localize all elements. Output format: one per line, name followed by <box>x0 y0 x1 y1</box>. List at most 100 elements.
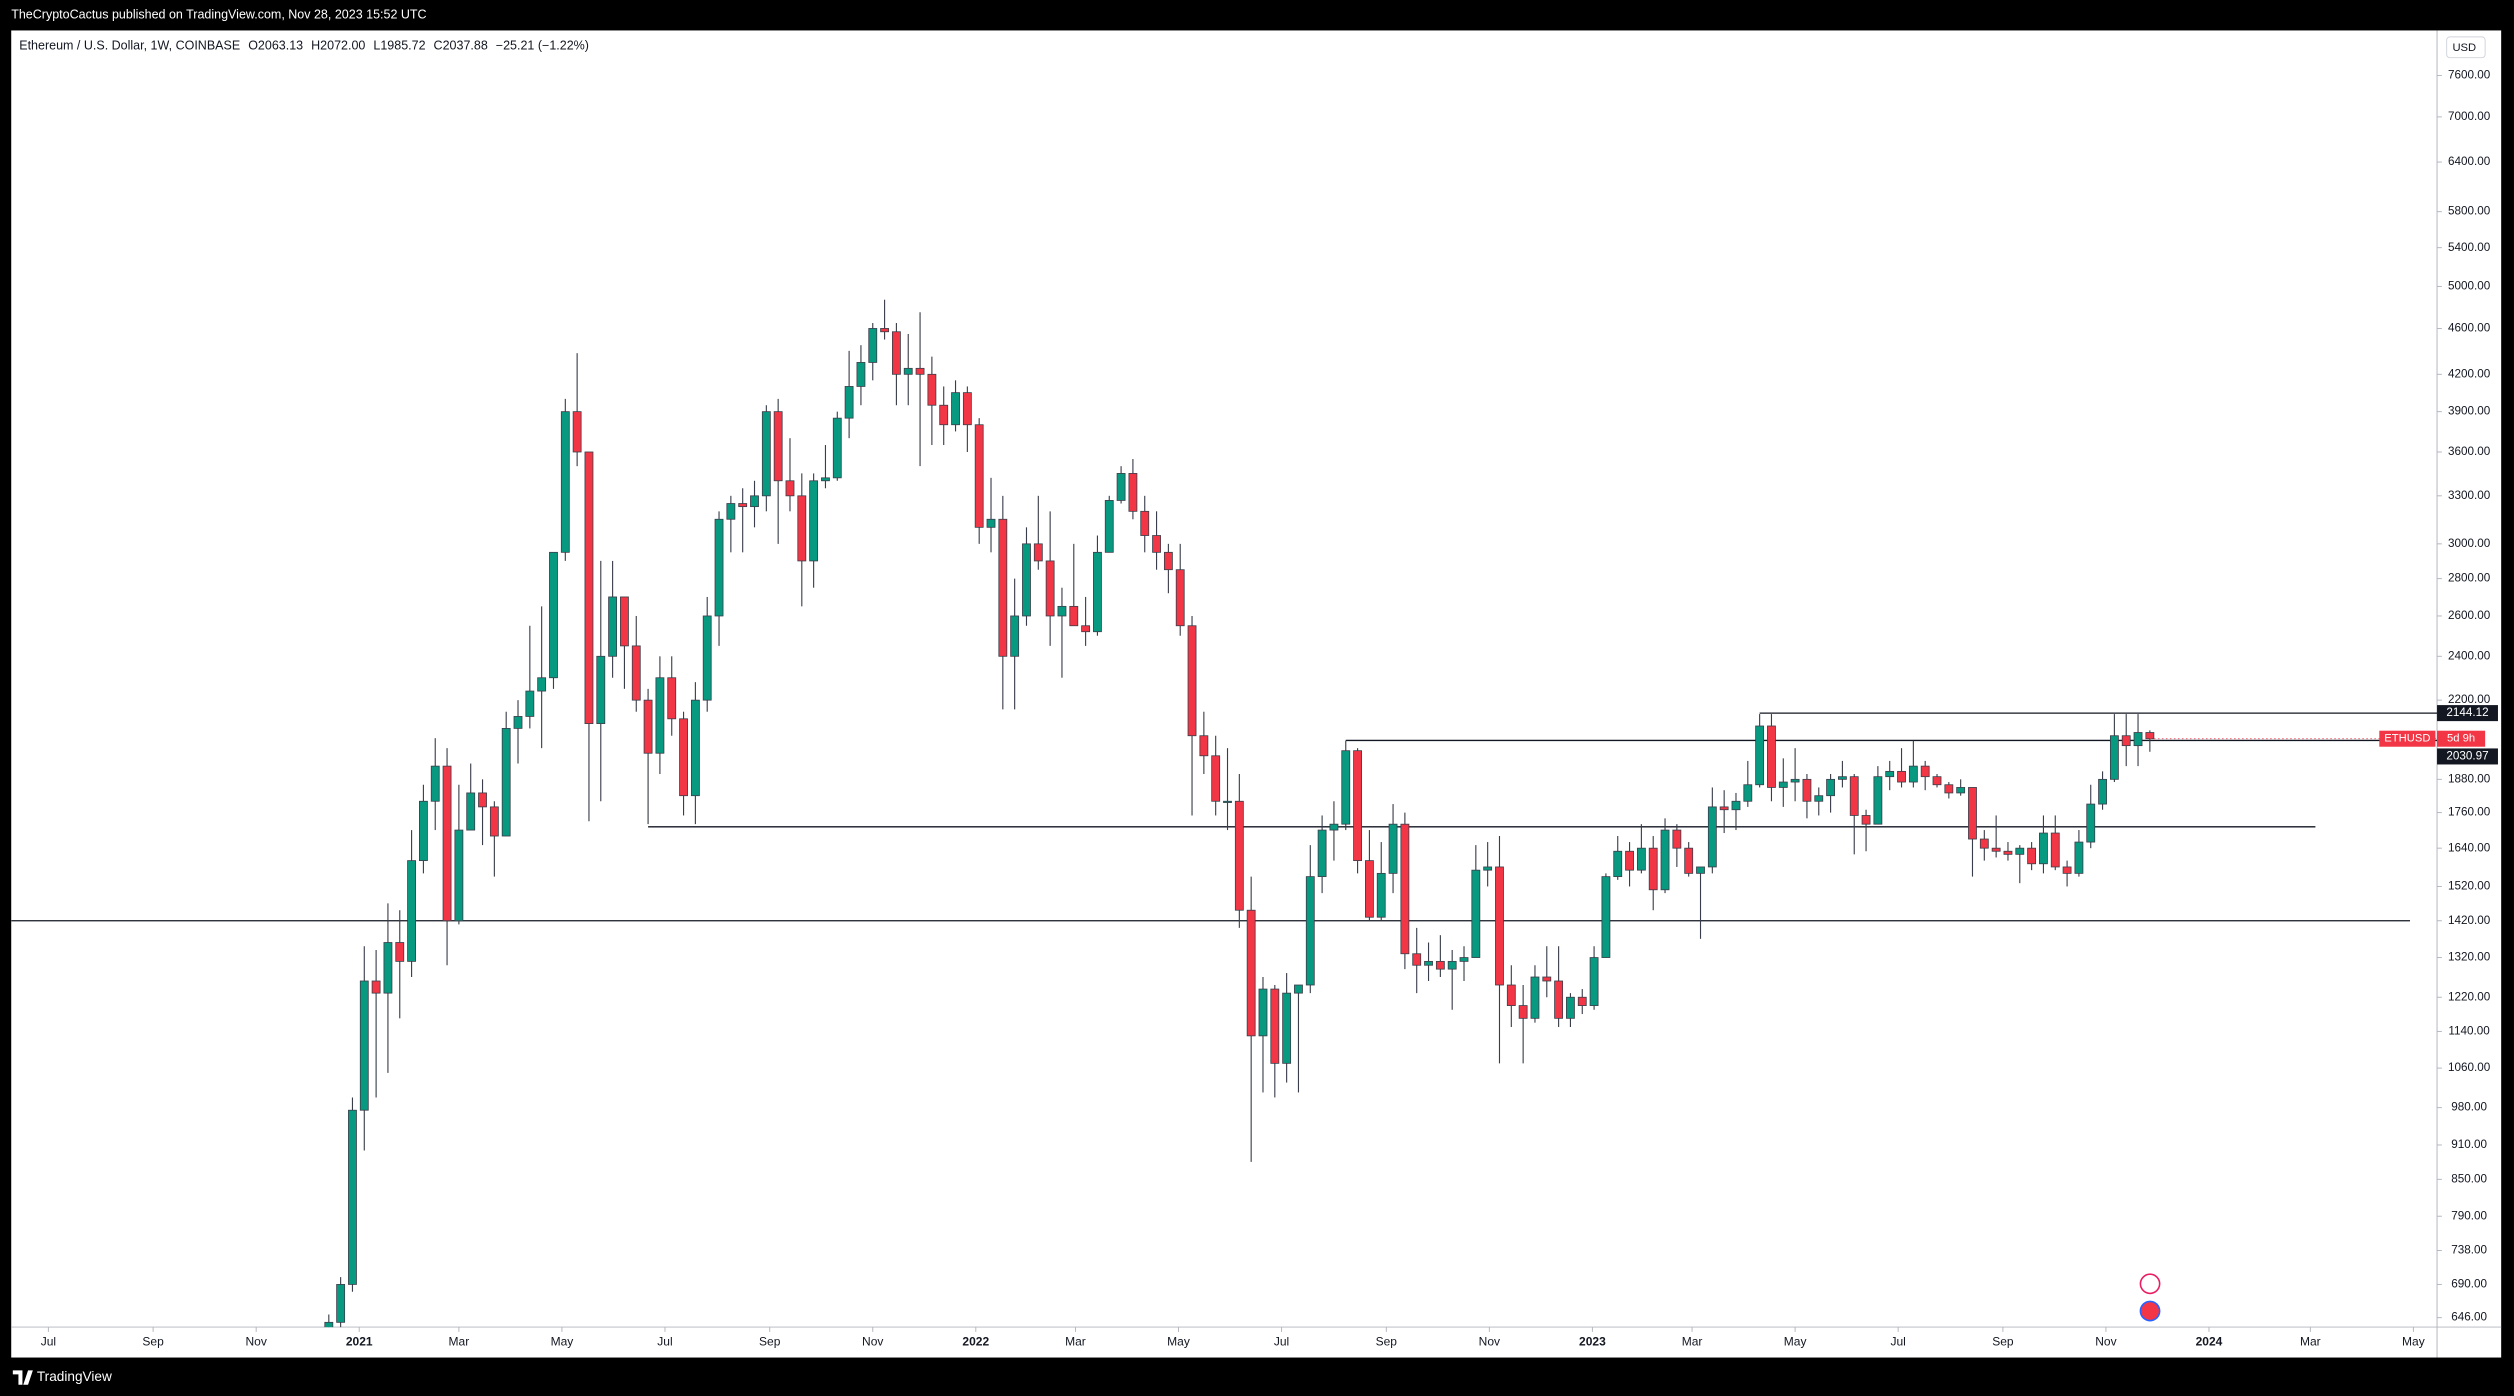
legend-symbol: Ethereum / U.S. Dollar, 1W, COINBASE <box>19 39 240 53</box>
candle-body <box>1471 869 1481 958</box>
y-tick-label: 1420.00 <box>2448 914 2491 927</box>
legend-close: C2037.88 <box>434 39 488 53</box>
candle-body <box>714 518 724 617</box>
candle-body <box>1873 776 1883 825</box>
x-tick-label: May <box>2402 1334 2425 1348</box>
candle-body <box>608 596 618 657</box>
x-tick-label: Jul <box>1890 1334 1905 1348</box>
x-tick-label: Mar <box>1682 1334 1703 1348</box>
candle-body <box>1045 560 1055 617</box>
candle-body <box>1376 872 1386 918</box>
candle-body <box>489 806 499 837</box>
candle-body <box>809 480 819 562</box>
candle-body <box>690 699 700 797</box>
legend-open: O2063.13 <box>248 39 303 53</box>
candle-body <box>1601 876 1611 958</box>
candle-body <box>1542 976 1552 982</box>
tradingview-logo: TradingView <box>12 1369 112 1385</box>
x-tick-label: 2023 <box>1579 1334 1606 1348</box>
candle-body <box>1447 960 1457 970</box>
x-tick-label: Nov <box>1479 1334 1500 1348</box>
candle-body <box>631 645 641 701</box>
candle-body <box>1672 829 1682 849</box>
candle-body <box>1175 569 1185 627</box>
candle-body <box>2133 732 2143 747</box>
candle-body <box>1944 784 1954 794</box>
candle-body <box>951 392 960 426</box>
y-tick-label: 738.00 <box>2451 1244 2487 1257</box>
y-tick-label: 1760.00 <box>2448 806 2491 819</box>
candle-body <box>2098 778 2107 805</box>
x-tick-label: Mar <box>1065 1334 1086 1348</box>
candle-body <box>1140 510 1150 536</box>
event-icon[interactable] <box>2139 1273 2161 1295</box>
candle-body <box>1613 850 1623 878</box>
candle-body <box>761 411 771 497</box>
candle-body <box>1991 847 2001 852</box>
candle-body <box>572 411 582 453</box>
candle-body <box>442 765 452 922</box>
event-icon[interactable] <box>2139 1300 2161 1322</box>
y-tick-label: 7000.00 <box>2448 110 2491 123</box>
candle-body <box>2145 732 2155 740</box>
candle-body <box>1530 976 1540 1019</box>
candle-body <box>2015 847 2025 855</box>
x-tick-label: 2022 <box>962 1334 989 1348</box>
candle-body <box>560 411 570 553</box>
price-label-box <box>2437 705 2498 722</box>
candle-body <box>1518 1005 1528 1019</box>
candle-body <box>1731 800 1741 811</box>
y-tick-label: 646.00 <box>2451 1311 2487 1324</box>
candle-body <box>892 331 901 375</box>
candle-body <box>1968 787 1977 840</box>
candle-body <box>1660 829 1670 891</box>
candle-body <box>1625 850 1634 871</box>
candle-body <box>785 480 795 497</box>
candle-body <box>1057 605 1067 617</box>
candle-body <box>1412 953 1422 966</box>
y-tick-label: 3900.00 <box>2448 405 2491 418</box>
x-tick-label: Mar <box>2300 1334 2321 1348</box>
candle-body <box>1246 909 1256 1037</box>
x-tick-label: Sep <box>142 1334 164 1348</box>
candle-body <box>1234 800 1244 911</box>
candle-body <box>1329 823 1339 831</box>
candle-body <box>1223 800 1232 803</box>
candle-body <box>1885 770 1895 778</box>
price-label: 2144.12 <box>2446 706 2488 719</box>
currency-box[interactable] <box>2446 36 2486 59</box>
candle-body <box>1353 750 1362 862</box>
candle-body <box>1258 988 1268 1037</box>
y-tick-label: 980.00 <box>2451 1101 2487 1114</box>
x-tick-label: Mar <box>449 1334 470 1348</box>
candle-body <box>1459 957 1469 962</box>
chart-area <box>11 30 2502 1358</box>
candle-body <box>1104 500 1114 553</box>
candle-body <box>1152 535 1161 553</box>
plot <box>11 299 2438 1328</box>
x-tick-label: Jul <box>41 1334 56 1348</box>
candle-body <box>643 699 653 754</box>
price-label: 2030.97 <box>2446 750 2488 763</box>
candle-body <box>1187 625 1197 737</box>
candle-body <box>2062 866 2072 874</box>
candle-body <box>1435 960 1445 970</box>
candle-body <box>1093 551 1102 633</box>
candle-body <box>679 718 688 797</box>
candle-body <box>1081 625 1091 633</box>
candle-body <box>1778 781 1788 788</box>
candle-body <box>454 829 464 922</box>
candle-body <box>750 495 759 508</box>
candle-body <box>1802 778 1812 802</box>
candle-body <box>1022 543 1031 617</box>
candle-body <box>1861 815 1871 825</box>
candle-body <box>407 860 416 962</box>
candle-body <box>974 424 984 528</box>
candle-body <box>537 677 547 692</box>
candle-body <box>584 451 594 724</box>
candle-body <box>1282 992 1292 1064</box>
candle-body <box>620 596 629 647</box>
candle-body <box>596 655 606 724</box>
x-tick-label: Sep <box>759 1334 781 1348</box>
